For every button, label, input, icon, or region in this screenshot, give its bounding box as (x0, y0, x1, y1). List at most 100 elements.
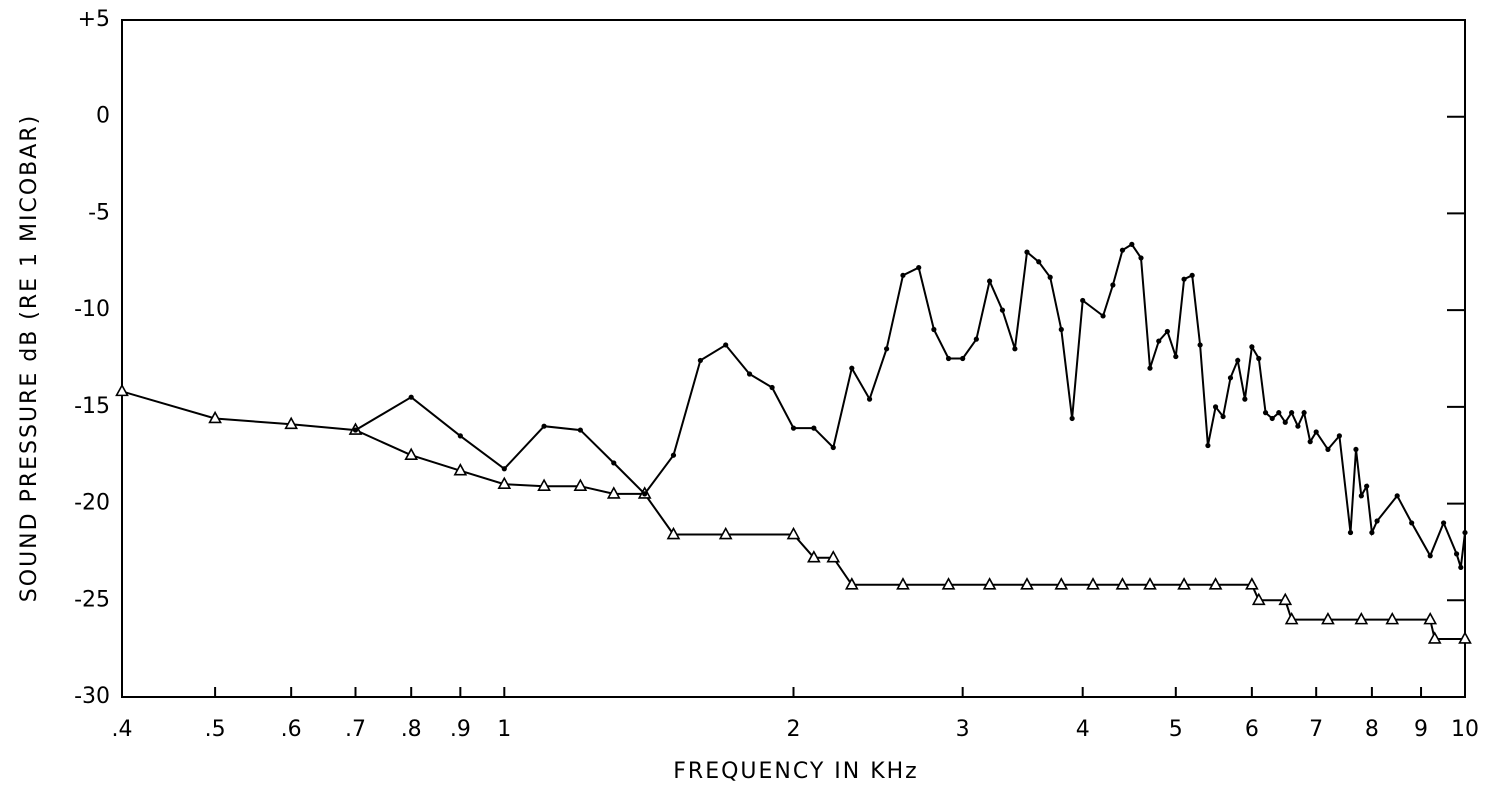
y-tick-label: -5 (88, 200, 110, 225)
series-line (354, 243, 1466, 568)
triangle-marker (404, 447, 419, 461)
y-tick-label: -25 (74, 587, 110, 612)
dot-marker (1147, 365, 1153, 371)
triangle-marker (844, 577, 859, 590)
triangle-marker (1115, 577, 1130, 590)
triangle-marker (115, 383, 129, 397)
dot-marker (1036, 259, 1042, 265)
dot-marker (1325, 446, 1331, 453)
x-tick-label: .5 (205, 717, 226, 742)
y-tick-label: -15 (74, 394, 110, 419)
dot-marker (1453, 551, 1460, 557)
dot-marker (960, 355, 966, 362)
triangle-marker (1423, 611, 1438, 625)
dot-marker (866, 396, 873, 402)
dot-marker (501, 466, 507, 472)
dot-marker (1358, 493, 1364, 499)
dot-marker (1129, 241, 1135, 247)
triangle-marker (1177, 577, 1191, 590)
triangle-marker (1278, 592, 1293, 606)
dot-marker (1462, 529, 1468, 536)
dot-marker (1394, 493, 1400, 499)
dot-marker (916, 264, 922, 271)
dot-marker (1205, 442, 1211, 449)
dot-marker (1047, 274, 1053, 280)
triangle-marker (1245, 577, 1259, 590)
x-tick-label: 5 (1169, 717, 1183, 742)
dot-marker (769, 384, 775, 391)
dot-marker (931, 326, 937, 333)
dot-marker (352, 427, 359, 433)
triangle-marker (1385, 611, 1400, 625)
dot-marker (577, 427, 583, 433)
triangle-marker (1086, 577, 1100, 590)
dot-marker (1307, 439, 1313, 445)
dot-marker (1409, 520, 1415, 526)
dot-marker (1138, 255, 1144, 261)
dot-marker (1220, 413, 1226, 420)
dot-marker (1269, 415, 1275, 422)
dot-marker (1189, 272, 1195, 278)
dot-marker (1276, 410, 1282, 416)
dot-marker (723, 342, 729, 348)
dot-marker (884, 346, 890, 352)
triangle-marker (537, 478, 551, 491)
dot-marker (1301, 410, 1307, 416)
dot-marker (670, 452, 677, 458)
triangle-marker (1143, 577, 1157, 590)
dot-marker (408, 394, 414, 400)
triangle-marker (982, 577, 997, 590)
dot-marker (811, 425, 817, 431)
triangle-marker (896, 577, 910, 590)
x-tick-label: 8 (1365, 717, 1379, 742)
triangle-marker (1354, 611, 1369, 625)
triangle-marker (1208, 577, 1223, 590)
triangle-marker (666, 526, 681, 540)
dot-marker (1336, 433, 1342, 439)
dot-marker (900, 272, 906, 278)
triangle-marker (606, 486, 621, 499)
dot-marker (1024, 249, 1030, 255)
triangle-marker (826, 550, 841, 563)
triangle-marker (573, 478, 588, 491)
dot-marker (1427, 553, 1433, 559)
y-axis-label: SOUND PRESSURE dB (RE 1 MICOBAR) (17, 114, 42, 602)
dot-marker (945, 355, 952, 362)
triangle-marker (1321, 611, 1335, 625)
dot-marker (1289, 410, 1295, 416)
x-tick-label: 2 (787, 717, 801, 742)
dot-marker (746, 371, 753, 377)
dot-marker (1242, 396, 1248, 402)
dot-marker (1347, 529, 1354, 536)
x-tick-label: .8 (401, 717, 422, 742)
triangle-marker (453, 463, 468, 476)
dot-marker (1212, 404, 1219, 410)
x-tick-label: .9 (450, 717, 471, 742)
x-tick-label: .7 (345, 717, 366, 742)
dot-marker (1249, 344, 1255, 350)
x-tick-label: 7 (1309, 717, 1323, 742)
y-tick-label: -30 (74, 684, 110, 709)
dot-marker (457, 433, 463, 439)
x-tick-label: 3 (956, 717, 970, 742)
plot-frame (121, 19, 1466, 698)
dot-marker (1369, 529, 1375, 536)
triangle-marker (786, 526, 801, 540)
dot-marker (1058, 326, 1064, 333)
dot-marker (1181, 276, 1187, 282)
dot-marker (1227, 375, 1234, 381)
y-tick-label: -10 (74, 297, 110, 322)
x-tick-label: .6 (281, 717, 302, 742)
dot-marker (830, 444, 836, 451)
triangle-marker (1251, 592, 1266, 606)
dot-marker (541, 423, 547, 429)
dot-marker (973, 336, 979, 342)
dot-marker (986, 278, 993, 284)
dot-marker (1100, 313, 1106, 319)
dot-marker (1262, 410, 1269, 416)
dot-marker (1012, 346, 1018, 352)
triangle-marker (1020, 577, 1034, 590)
y-tick-label: -20 (74, 491, 110, 516)
